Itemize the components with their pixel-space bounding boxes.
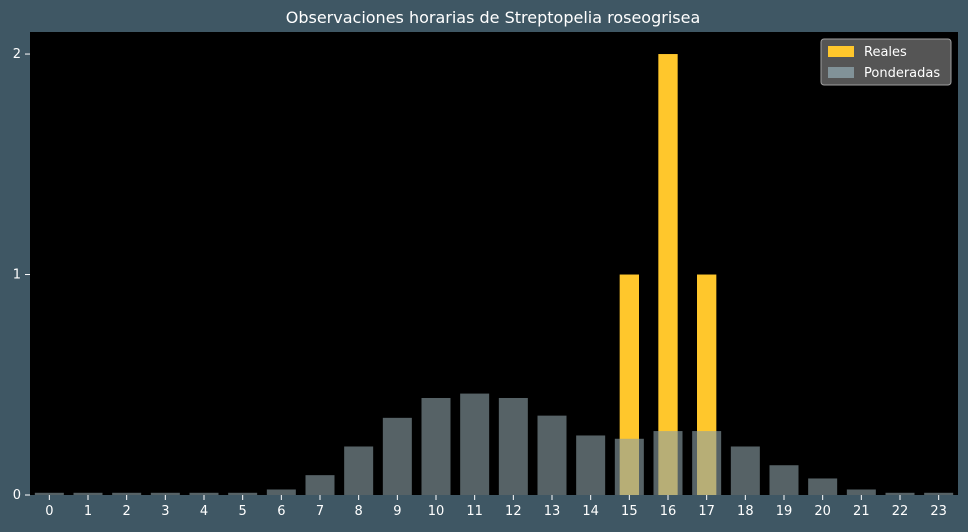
bar-ponderadas [769,465,799,495]
legend-label-reales: Reales [864,45,907,60]
x-tick-label: 9 [393,504,401,519]
bar-ponderadas [924,492,954,495]
x-tick-label: 22 [892,504,909,519]
x-tick-label: 2 [123,504,131,519]
y-tick-label: 0 [13,488,21,503]
series-ponderadas [34,393,954,495]
legend-label-ponderadas: Ponderadas [864,66,940,81]
x-tick-label: 16 [660,504,677,519]
x-tick-label: 6 [277,504,285,519]
bar-ponderadas [189,492,219,495]
bar-ponderadas [846,489,876,495]
legend-swatch-reales [828,46,854,57]
bar-ponderadas [460,393,490,495]
x-tick-label: 17 [698,504,715,519]
x-tick-label: 7 [316,504,324,519]
x-tick-label: 15 [621,504,638,519]
x-tick-label: 14 [582,504,599,519]
chart-title: Observaciones horarias de Streptopelia r… [286,8,701,27]
x-tick-label: 23 [930,504,947,519]
bar-ponderadas [305,475,335,495]
bar-ponderadas [614,438,644,495]
bar-ponderadas [112,492,142,495]
bar-ponderadas [266,489,296,495]
x-tick-label: 21 [853,504,870,519]
bar-ponderadas [730,446,760,495]
bar-ponderadas [421,397,451,495]
x-tick-label: 20 [814,504,831,519]
x-tick-label: 5 [239,504,247,519]
legend: Reales Ponderadas [820,38,952,86]
y-tick-label: 1 [13,268,21,283]
x-tick-label: 8 [355,504,363,519]
bar-ponderadas [382,417,412,495]
plot-area [30,32,958,495]
bar-ponderadas [498,397,528,495]
x-tick-label: 19 [776,504,793,519]
bar-ponderadas [808,478,838,495]
x-tick-label: 12 [505,504,522,519]
bar-ponderadas [34,492,64,495]
x-tick-label: 0 [45,504,53,519]
x-tick-label: 13 [544,504,561,519]
x-tick-label: 10 [428,504,445,519]
bar-ponderadas [73,492,103,495]
bar-ponderadas [692,431,722,495]
bar-ponderadas [537,415,567,495]
x-tick-label: 18 [737,504,754,519]
x-tick-label: 3 [161,504,169,519]
x-tick-label: 11 [466,504,483,519]
bar-reales [658,54,678,496]
y-axis: 0 1 2 [13,47,30,503]
bar-ponderadas [344,446,374,495]
y-tick-label: 2 [13,47,21,62]
bar-ponderadas [228,492,258,495]
bar-ponderadas [885,492,915,495]
bar-ponderadas [576,435,606,495]
legend-swatch-ponderadas [828,67,854,78]
x-tick-label: 1 [84,504,92,519]
bar-ponderadas [150,492,180,495]
x-axis: 0 1 2 3 4 5 6 7 8 9 10 11 12 13 14 15 16 17 18 19 20 21 22 23 [45,495,947,519]
bar-ponderadas [653,431,683,495]
x-tick-label: 4 [200,504,208,519]
